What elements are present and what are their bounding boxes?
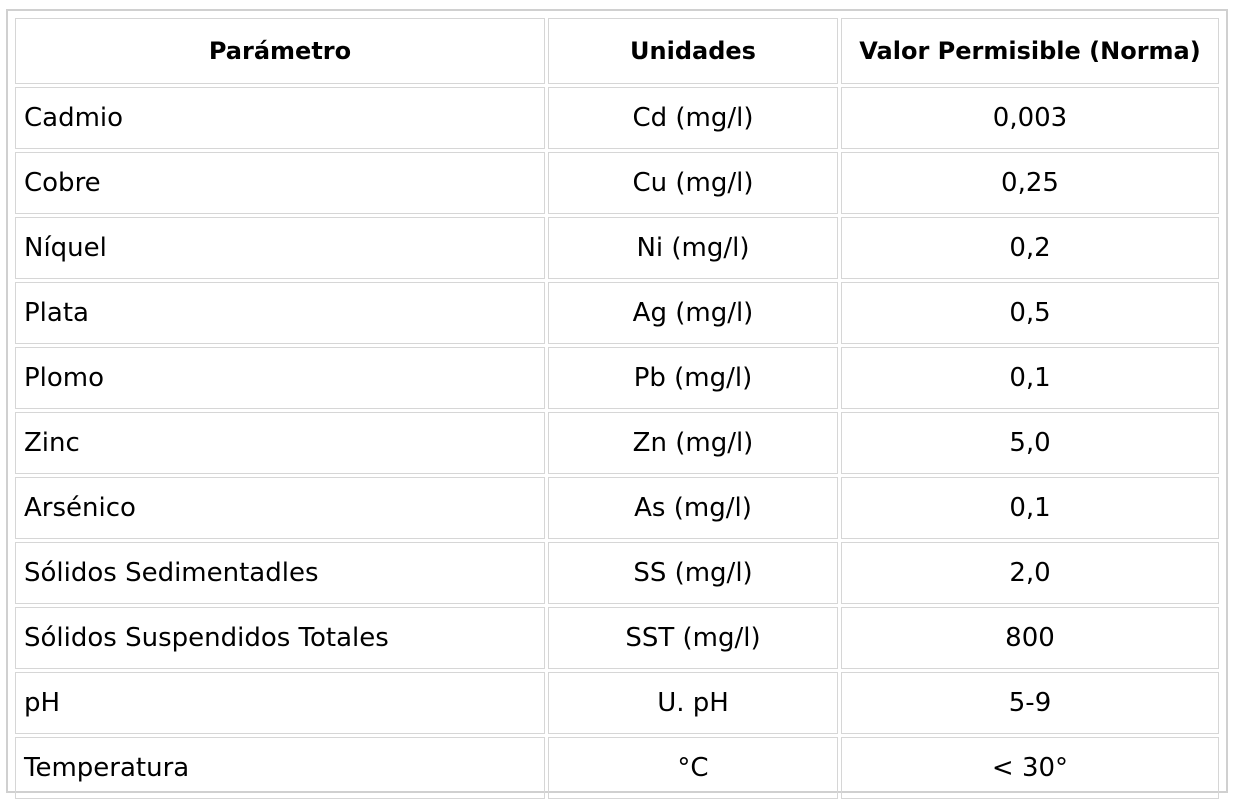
cell-parametro: Níquel: [15, 217, 545, 279]
cell-unidades: U. pH: [548, 672, 838, 734]
cell-valor: 800: [841, 607, 1219, 669]
table-row: Níquel Ni (mg/l) 0,2: [15, 217, 1219, 279]
cell-unidades: SST (mg/l): [548, 607, 838, 669]
cell-valor: 0,2: [841, 217, 1219, 279]
cell-parametro: Zinc: [15, 412, 545, 474]
cell-valor: 0,1: [841, 347, 1219, 409]
parameters-table: Parámetro Unidades Valor Permisible (Nor…: [12, 15, 1222, 802]
cell-parametro: Cadmio: [15, 87, 545, 149]
cell-parametro: pH: [15, 672, 545, 734]
cell-unidades: Zn (mg/l): [548, 412, 838, 474]
header-parametro: Parámetro: [15, 18, 545, 84]
cell-unidades: °C: [548, 737, 838, 799]
table-header-row: Parámetro Unidades Valor Permisible (Nor…: [15, 18, 1219, 84]
cell-unidades: Cd (mg/l): [548, 87, 838, 149]
table-row: Sólidos Sedimentadles SS (mg/l) 2,0: [15, 542, 1219, 604]
cell-valor: 0,25: [841, 152, 1219, 214]
cell-parametro: Sólidos Suspendidos Totales: [15, 607, 545, 669]
parameters-table-container: Parámetro Unidades Valor Permisible (Nor…: [6, 9, 1228, 799]
cell-valor: 0,1: [841, 477, 1219, 539]
cell-valor: < 30°: [841, 737, 1219, 799]
table-row: Zinc Zn (mg/l) 5,0: [15, 412, 1219, 474]
header-unidades: Unidades: [548, 18, 838, 84]
cell-valor: 0,003: [841, 87, 1219, 149]
table-row: Plomo Pb (mg/l) 0,1: [15, 347, 1219, 409]
cell-parametro: Plata: [15, 282, 545, 344]
table-row: pH U. pH 5-9: [15, 672, 1219, 734]
cell-valor: 2,0: [841, 542, 1219, 604]
cell-unidades: As (mg/l): [548, 477, 838, 539]
cell-parametro: Temperatura: [15, 737, 545, 799]
cell-valor: 5-9: [841, 672, 1219, 734]
table-row: Cadmio Cd (mg/l) 0,003: [15, 87, 1219, 149]
cell-unidades: Pb (mg/l): [548, 347, 838, 409]
cell-valor: 5,0: [841, 412, 1219, 474]
table-row: Temperatura °C < 30°: [15, 737, 1219, 799]
table-row: Plata Ag (mg/l) 0,5: [15, 282, 1219, 344]
header-valor-permisible: Valor Permisible (Norma): [841, 18, 1219, 84]
cell-unidades: SS (mg/l): [548, 542, 838, 604]
cell-parametro: Arsénico: [15, 477, 545, 539]
cell-parametro: Plomo: [15, 347, 545, 409]
cell-valor: 0,5: [841, 282, 1219, 344]
table-row: Arsénico As (mg/l) 0,1: [15, 477, 1219, 539]
cell-unidades: Ag (mg/l): [548, 282, 838, 344]
cell-unidades: Cu (mg/l): [548, 152, 838, 214]
table-row: Sólidos Suspendidos Totales SST (mg/l) 8…: [15, 607, 1219, 669]
cell-parametro: Sólidos Sedimentadles: [15, 542, 545, 604]
cell-parametro: Cobre: [15, 152, 545, 214]
cell-unidades: Ni (mg/l): [548, 217, 838, 279]
table-row: Cobre Cu (mg/l) 0,25: [15, 152, 1219, 214]
